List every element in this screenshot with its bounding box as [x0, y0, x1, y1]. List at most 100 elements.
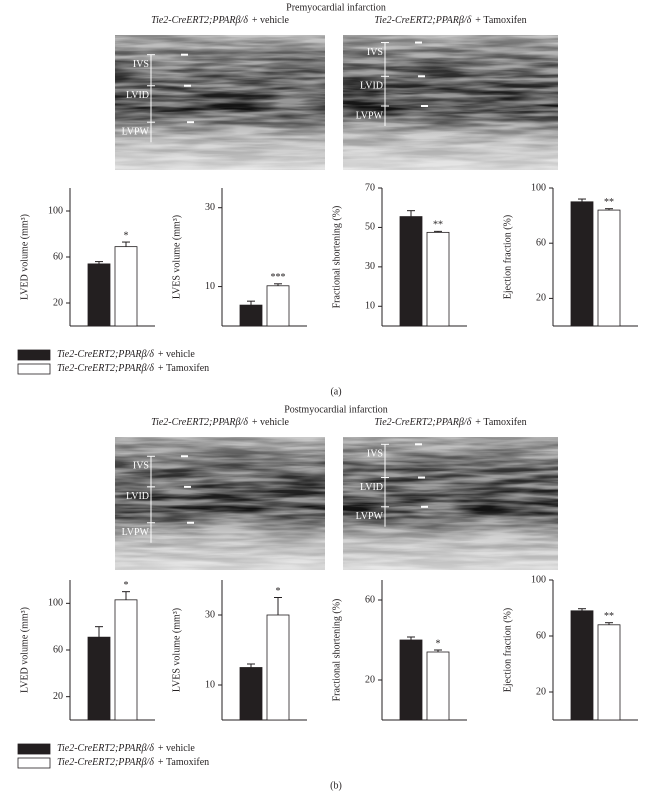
error-bar: [274, 283, 282, 286]
y-tick-label: 100: [48, 598, 63, 609]
y-tick-label: 30: [205, 609, 215, 620]
marker: [421, 105, 428, 107]
error-bar: [95, 261, 103, 264]
genotype: Tie2-CreERT2;PPARβ/δ: [57, 743, 154, 754]
y-axis-label: Fractional shortening (%): [331, 599, 342, 702]
bar: [426, 651, 450, 721]
y-tick-label: 50: [365, 222, 375, 233]
treatment: + Tamoxifen: [475, 15, 526, 26]
bar: [399, 216, 423, 327]
error-bar: [407, 636, 415, 640]
error-bar: [578, 198, 586, 202]
error-bar: [274, 597, 282, 615]
y-tick-label: 20: [536, 686, 546, 697]
y-axis-label: Fractional shortening (%): [331, 206, 342, 309]
echo-label: IVS: [367, 449, 383, 460]
y-axis-label: LVED volume (mm³): [19, 607, 30, 693]
panel-caption: (b): [330, 780, 342, 791]
error-bar: [122, 591, 130, 600]
bar: [239, 667, 263, 721]
treatment: + vehicle: [158, 349, 196, 360]
bar: [399, 639, 423, 721]
error-bar: [407, 210, 415, 217]
bar: [114, 599, 138, 721]
error-bar: [578, 608, 586, 611]
panel-caption: (a): [330, 386, 341, 397]
bar: [87, 263, 111, 327]
marker: [421, 505, 428, 508]
echo-label: LVID: [360, 81, 383, 92]
significance: ***: [271, 272, 286, 283]
genotype: Tie2-CreERT2;PPARβ/δ: [374, 417, 471, 428]
treatment: + vehicle: [158, 743, 196, 754]
echo-label: IVS: [133, 461, 149, 472]
marker: [415, 443, 422, 446]
error-bar: [605, 622, 613, 625]
y-axis-label: Ejection fraction (%): [502, 608, 513, 692]
genotype: Tie2-CreERT2;PPARβ/δ: [57, 349, 154, 360]
marker: [187, 121, 194, 124]
error-bar: [605, 208, 613, 211]
error-bar: [95, 626, 103, 638]
treatment: + vehicle: [252, 15, 290, 26]
legend-label: Tie2-CreERT2;PPARβ/δ + Tamoxifen: [57, 363, 209, 374]
legend-swatch: [17, 363, 51, 375]
treatment: + Tamoxifen: [158, 757, 209, 768]
y-tick-label: 100: [531, 574, 546, 585]
error-bar: [247, 300, 255, 306]
y-tick-label: 60: [365, 594, 375, 605]
image-caption: Tie2-CreERT2;PPARβ/δ + Tamoxifen: [374, 417, 526, 428]
significance: **: [604, 611, 614, 622]
bar: [266, 285, 290, 327]
significance: *: [124, 230, 129, 241]
significance: *: [124, 580, 129, 591]
bar: [570, 610, 594, 721]
legend-label: Tie2-CreERT2;PPARβ/δ + vehicle: [57, 743, 195, 754]
significance: *: [276, 586, 281, 597]
y-tick-label: 20: [53, 297, 63, 308]
treatment: + Tamoxifen: [475, 417, 526, 428]
error-bar: [247, 663, 255, 668]
genotype: Tie2-CreERT2;PPARβ/δ: [374, 15, 471, 26]
significance: *: [436, 638, 441, 649]
panel-title: Postmyocardial infarction: [284, 404, 388, 415]
echo-label: LVPW: [356, 110, 384, 121]
y-tick-label: 20: [536, 293, 546, 304]
marker: [418, 476, 425, 479]
legend-swatch: [17, 743, 51, 755]
image-caption: Tie2-CreERT2;PPARβ/δ + Tamoxifen: [374, 15, 526, 26]
legend-label: Tie2-CreERT2;PPARβ/δ + Tamoxifen: [57, 757, 209, 768]
echo-label: LVPW: [122, 126, 150, 137]
echo-noise: [115, 35, 325, 170]
marker: [181, 455, 188, 458]
y-tick-label: 60: [536, 237, 546, 248]
treatment: + vehicle: [252, 417, 290, 428]
image-caption: Tie2-CreERT2;PPARβ/δ + vehicle: [151, 417, 289, 428]
panel-title: Premyocardial infarction: [286, 2, 386, 13]
y-axis-label: LVES volume (mm³): [171, 608, 182, 692]
bar: [597, 209, 621, 327]
y-tick-label: 100: [531, 182, 546, 193]
bar: [114, 246, 138, 327]
legend-swatch: [17, 757, 51, 769]
y-tick-label: 100: [48, 205, 63, 216]
y-tick-label: 60: [536, 630, 546, 641]
bar: [239, 304, 263, 327]
y-tick-label: 10: [205, 679, 215, 690]
echo-label: LVID: [360, 482, 383, 493]
marker: [187, 521, 194, 524]
y-tick-label: 20: [53, 691, 63, 702]
y-tick-label: 70: [365, 182, 375, 193]
y-tick-label: 10: [205, 281, 215, 292]
bar: [597, 624, 621, 721]
echo-noise: [343, 437, 558, 570]
y-tick-label: 60: [53, 644, 63, 655]
marker: [415, 41, 422, 44]
y-tick-label: 20: [365, 674, 375, 685]
marker: [418, 75, 425, 78]
echo-noise: [343, 35, 558, 170]
y-tick-label: 30: [365, 261, 375, 272]
echo-label: LVID: [126, 90, 149, 101]
significance: **: [604, 197, 614, 208]
marker: [184, 485, 191, 488]
